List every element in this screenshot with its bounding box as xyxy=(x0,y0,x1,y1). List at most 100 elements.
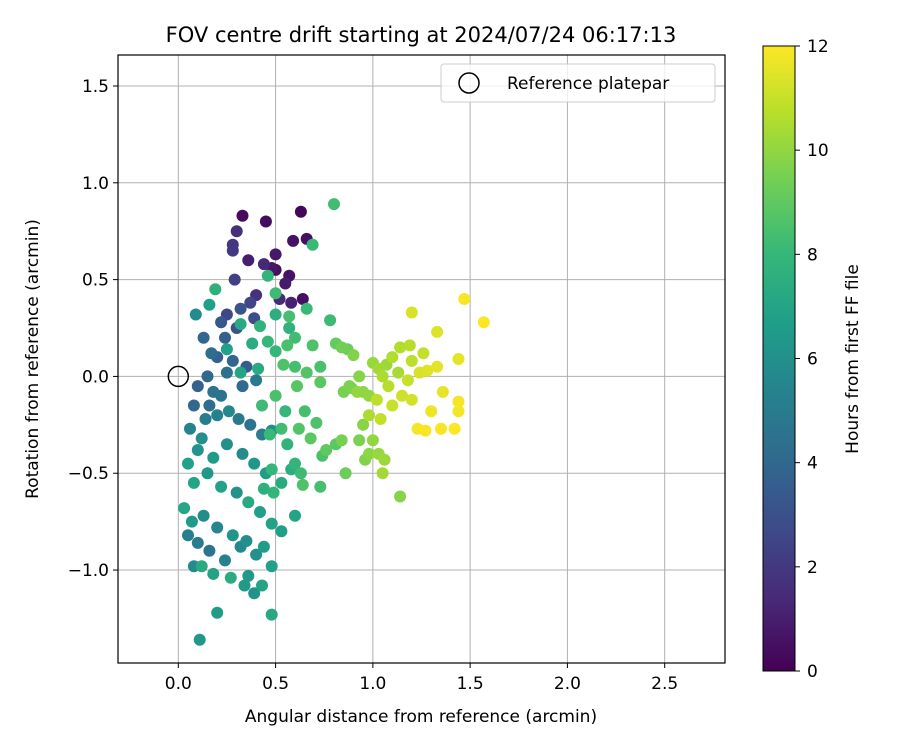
scatter-point xyxy=(256,579,268,592)
colorbar-tick-label: 6 xyxy=(807,350,818,370)
scatter-point xyxy=(265,517,278,530)
y-tick-label: −1.0 xyxy=(68,561,109,581)
y-axis-label: Rotation from reference (arcmin) xyxy=(23,219,43,499)
scatter-point xyxy=(394,490,407,503)
scatter-point xyxy=(257,540,270,553)
scatter-point xyxy=(263,428,276,441)
scatter-point xyxy=(219,554,231,567)
scatter-point xyxy=(351,385,364,398)
scatter-point xyxy=(248,457,261,470)
scatter-point xyxy=(452,395,465,408)
scatter-point xyxy=(261,335,274,348)
y-axis-ticks: −1.0 −0.5 0.0 0.5 1.0 1.5 xyxy=(68,77,118,581)
scatter-point xyxy=(236,380,249,393)
scatter-point xyxy=(197,331,210,344)
scatter-point xyxy=(405,306,418,319)
scatter-point xyxy=(289,360,301,373)
scatter-point xyxy=(279,277,292,290)
legend-label: Reference platepar xyxy=(507,74,669,94)
scatter-point xyxy=(226,529,239,542)
scatter-point xyxy=(199,413,212,425)
scatter-point xyxy=(306,238,319,251)
scatter-point xyxy=(353,370,366,383)
scatter-point xyxy=(289,331,301,344)
legend-marker-icon xyxy=(458,72,480,94)
scatter-point xyxy=(314,360,327,373)
scatter-point xyxy=(291,380,303,393)
scatter-point xyxy=(203,298,216,311)
scatter-point xyxy=(222,405,235,418)
scatter-point xyxy=(267,486,280,499)
scatter-point xyxy=(257,482,270,495)
x-axis-ticks: 0.0 0.5 1.0 1.5 2.0 2.5 xyxy=(165,663,678,694)
scatter-point xyxy=(314,376,327,389)
y-tick-label: 0.0 xyxy=(82,367,109,387)
scatter-point xyxy=(242,254,255,267)
scatter-point xyxy=(259,215,272,228)
scatter-point xyxy=(405,393,418,406)
scatter-point xyxy=(238,579,251,592)
scatter-point xyxy=(363,447,375,460)
y-tick-label: 0.5 xyxy=(82,271,109,291)
scatter-point xyxy=(314,480,327,493)
scatter-point xyxy=(269,248,282,261)
scatter-point xyxy=(477,316,490,329)
scatter-point xyxy=(178,502,191,515)
y-tick-label: 1.0 xyxy=(82,174,109,194)
scatter-point xyxy=(265,560,278,573)
scatter-point xyxy=(195,560,208,573)
scatter-point xyxy=(396,389,408,402)
scatter-point xyxy=(335,434,348,447)
scatter-point xyxy=(421,364,434,377)
scatter-point xyxy=(211,606,224,619)
scatter-point xyxy=(363,409,375,422)
scatter-point xyxy=(419,424,432,437)
scatter-point xyxy=(277,358,290,371)
colorbar-tick-label: 12 xyxy=(807,37,829,57)
x-tick-label: 1.0 xyxy=(359,674,386,694)
scatter-point xyxy=(197,509,210,522)
scatter-point xyxy=(230,225,243,238)
x-tick-label: 2.5 xyxy=(651,674,678,694)
scatter-point xyxy=(306,339,319,352)
scatter-point xyxy=(185,515,198,528)
scatter-point xyxy=(296,293,309,305)
scatter-point xyxy=(195,432,208,445)
scatter-point xyxy=(201,467,214,480)
scatter-point xyxy=(182,529,194,542)
scatter-point xyxy=(254,506,266,518)
scatter-point xyxy=(304,432,317,445)
scatter-point xyxy=(347,349,360,362)
reference-marker xyxy=(167,365,190,388)
scatter-point xyxy=(366,434,379,447)
scatter-point xyxy=(376,370,389,383)
scatter-point xyxy=(281,438,294,451)
colorbar-tick-label: 10 xyxy=(807,141,829,161)
scatter-point xyxy=(289,509,301,522)
scatter-point xyxy=(287,234,300,247)
scatter-point xyxy=(448,422,461,435)
plot-frame xyxy=(117,54,726,664)
scatter-point xyxy=(403,339,416,352)
scatter-point xyxy=(300,302,313,315)
scatter-point xyxy=(242,569,255,582)
scatter-point xyxy=(458,293,471,305)
scatter-point xyxy=(269,308,282,321)
scatter-point xyxy=(386,399,399,412)
y-tick-label: 1.5 xyxy=(82,77,109,97)
scatter-point xyxy=(296,478,309,491)
scatter-point xyxy=(254,320,266,333)
colorbar-ticks: 0 2 4 6 8 10 12 xyxy=(795,37,829,682)
scatter-point xyxy=(269,389,282,402)
scatter-point xyxy=(374,413,387,425)
legend: Reference platepar xyxy=(440,63,716,103)
scatter-point xyxy=(220,343,233,356)
scatter-point xyxy=(417,347,430,360)
x-tick-label: 2.0 xyxy=(554,674,581,694)
scatter-point xyxy=(187,476,200,489)
scatter-point xyxy=(386,351,399,364)
scatter-point xyxy=(250,374,263,387)
scatter-point xyxy=(240,535,253,547)
scatter-point xyxy=(182,457,194,470)
